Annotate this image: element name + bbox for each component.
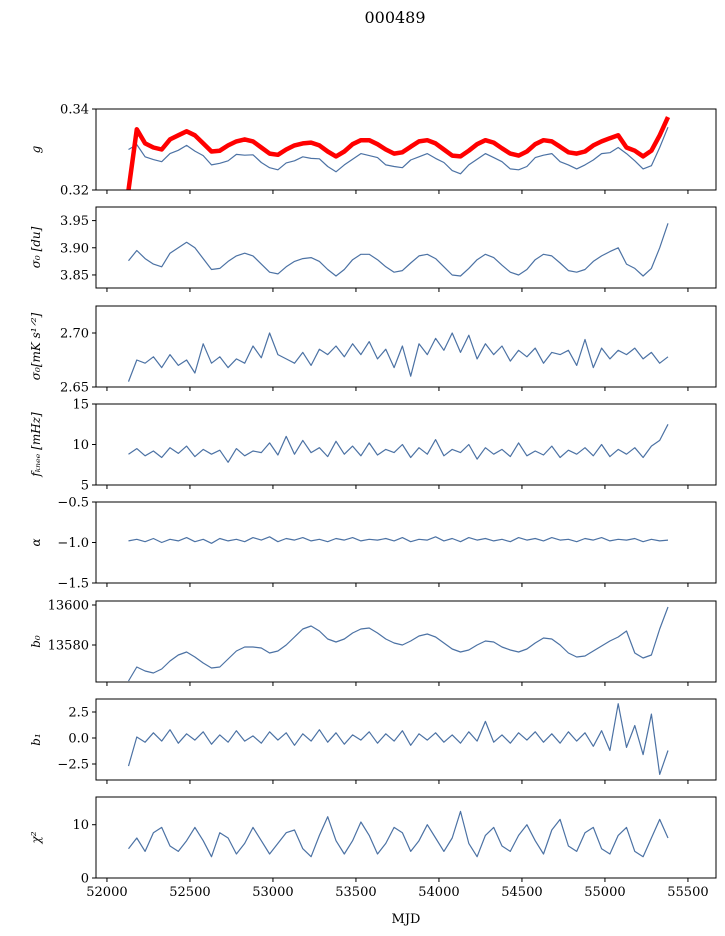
chart-title: 000489 (364, 8, 425, 27)
y-tick-label: 15 (72, 398, 89, 413)
y-tick-label: 0.32 (60, 184, 89, 199)
series-line-g (128, 126, 669, 175)
x-tick-label: 53000 (252, 885, 293, 900)
subplot-3: 5 10 15 fₖₙₑₑ [mHz] (29, 398, 717, 494)
series-line-alpha (128, 536, 669, 544)
y-tick-label: 2.65 (60, 381, 89, 396)
subplot-2: 2.65 2.70 σ₀[mK s¹ᐟ²] (29, 305, 717, 396)
series-line-b1 (127, 703, 669, 776)
x-tick-label: 52000 (86, 885, 127, 900)
axes-frame (95, 108, 717, 191)
y-axis-label: b₀ (29, 635, 43, 648)
y-axis-label: g (29, 145, 43, 153)
x-tick-label: 52500 (169, 885, 210, 900)
x-tick-label: 54500 (501, 885, 542, 900)
y-tick-label: 2.5 (68, 705, 89, 720)
y-tick-label: 0.0 (68, 731, 89, 746)
y-axis-label: fₖₙₑₑ [mHz] (29, 412, 43, 478)
subplot-4: −1.5 −1.0 −0.5 α (29, 496, 717, 592)
series-line-sigma0_du (128, 223, 669, 277)
series-line-sigma0_mK (127, 332, 669, 382)
x-tick-label: 53500 (335, 885, 376, 900)
y-axis-label: b₁ (29, 733, 43, 746)
axes-frame (95, 206, 717, 289)
series-line-b0 (127, 606, 669, 682)
y-tick-label: 3.90 (60, 241, 89, 256)
y-tick-label: 13580 (48, 639, 89, 654)
y-tick-label: −1.5 (57, 577, 89, 592)
y-tick-label: 0 (81, 872, 89, 887)
y-tick-label: −1.0 (57, 536, 89, 551)
x-tick-label: 55000 (584, 885, 625, 900)
x-axis-label: MJD (392, 912, 421, 927)
y-axis-label: σ₀[mK s¹ᐟ²] (29, 312, 43, 380)
subplot-0: 0.32 0.34 g (29, 103, 717, 199)
series-line-g_model (126, 116, 671, 191)
subplot-7: 0 10 52000 52500 53000 53500 54000 54500 55000 55… (29, 796, 717, 900)
y-tick-label: 13600 (48, 599, 89, 614)
axes-frame (95, 698, 717, 781)
x-tick-label: 55500 (667, 885, 708, 900)
x-tick-label: 54000 (418, 885, 459, 900)
axes-frame (95, 501, 717, 584)
subplot-1: 3.85 3.90 3.95 σ₀ [du] (29, 206, 717, 292)
y-axis-label: σ₀ [du] (29, 226, 43, 268)
y-tick-label: −0.5 (57, 496, 89, 511)
y-tick-label: 10 (72, 818, 89, 833)
axes-frame (95, 403, 717, 486)
y-tick-label: 0.34 (60, 103, 89, 118)
y-tick-label: 3.95 (60, 214, 89, 229)
axes-frame (95, 305, 717, 388)
subplot-6: −2.5 0.0 2.5 b₁ (29, 698, 717, 784)
y-tick-label: −2.5 (57, 757, 89, 772)
y-axis-label: α (29, 538, 43, 546)
y-tick-label: 3.85 (60, 268, 89, 283)
y-tick-label: 10 (72, 438, 89, 453)
axes-frame (95, 796, 717, 879)
subplot-5: 13580 13600 b₀ (29, 599, 717, 686)
y-axis-label: χ² (29, 831, 43, 844)
axes-frame (95, 600, 717, 683)
series-line-chi2 (128, 810, 669, 858)
y-tick-label: 5 (81, 479, 89, 494)
series-line-fknee (128, 424, 669, 463)
y-tick-label: 2.70 (60, 327, 89, 342)
